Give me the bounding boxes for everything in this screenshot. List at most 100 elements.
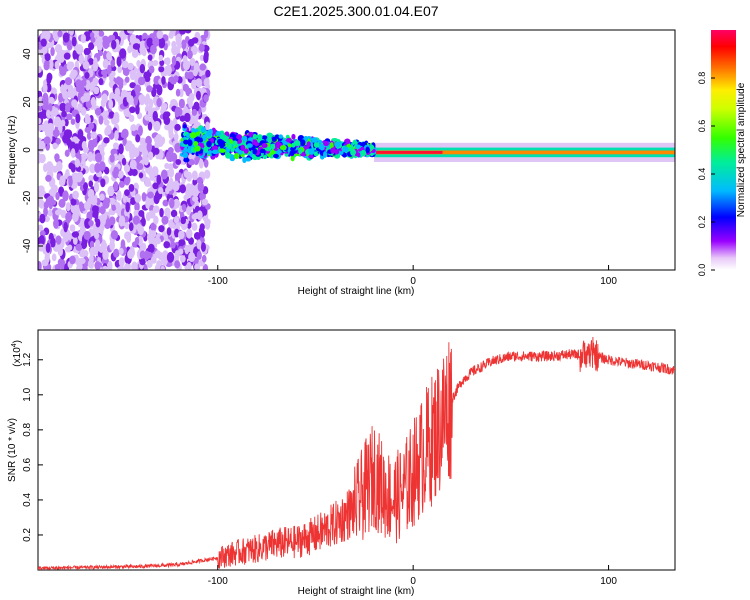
noise-dot (184, 244, 190, 255)
noise-dot (93, 181, 100, 193)
noise-dot (169, 120, 175, 130)
noise-dot (95, 239, 101, 249)
noise-dot (178, 230, 185, 240)
noise-dot (100, 98, 106, 108)
snr-y-tick-label: 0.6 (22, 458, 33, 472)
noise-dot (89, 246, 97, 257)
noise-dot (88, 57, 94, 66)
turbulence-dot (261, 135, 268, 140)
noise-dot (161, 215, 169, 225)
noise-dot (50, 87, 57, 95)
noise-dot (168, 131, 174, 140)
noise-dot (80, 107, 87, 116)
noise-dot (102, 50, 108, 61)
noise-dot (72, 236, 78, 245)
noise-dot (60, 209, 67, 219)
noise-dot (54, 263, 62, 270)
turbulence-dot (242, 135, 248, 142)
colorbar-tick-label: 0.6 (697, 120, 707, 133)
noise-dot (111, 39, 117, 50)
noise-dot (188, 92, 195, 102)
noise-dot (124, 189, 130, 197)
noise-dot (150, 44, 157, 55)
noise-dot (93, 231, 100, 240)
spectrogram-y-tick-label: -20 (22, 190, 33, 205)
noise-dot (64, 77, 73, 86)
turbulence-dot (218, 148, 226, 153)
noise-dot (174, 260, 181, 269)
noise-dot (90, 96, 97, 107)
noise-dot (48, 96, 55, 105)
noise-dot (116, 190, 122, 202)
noise-dot (110, 59, 116, 68)
noise-dot (135, 86, 140, 98)
noise-dot (82, 263, 88, 270)
noise-dot (119, 48, 127, 59)
noise-dot (150, 256, 157, 264)
noise-dot (160, 265, 165, 270)
noise-dot (175, 88, 181, 97)
noise-dot (154, 250, 162, 259)
turbulence-dot (313, 151, 318, 157)
noise-dot (159, 207, 164, 218)
noise-dot (92, 208, 99, 219)
noise-dot (186, 206, 192, 216)
noise-dot (170, 209, 178, 218)
noise-dot (137, 76, 146, 86)
noise-dot (77, 129, 84, 140)
noise-dot (131, 261, 138, 270)
noise-dot (72, 49, 77, 60)
noise-dot (194, 263, 201, 270)
noise-dot (173, 75, 179, 83)
noise-dot (99, 205, 106, 215)
noise-dot (88, 42, 95, 51)
turbulence-dot (334, 141, 341, 148)
turbulence-dot (245, 157, 251, 162)
turbulence-dot (194, 145, 201, 152)
turbulence-dot (323, 140, 329, 147)
turbulence-dot (329, 142, 334, 150)
noise-dot (70, 118, 76, 125)
turbulence-dot (270, 149, 276, 155)
noise-dot (106, 51, 112, 61)
noise-dot (67, 244, 73, 251)
noise-dot (113, 112, 120, 121)
noise-dot (54, 116, 62, 128)
noise-dot (174, 123, 181, 131)
noise-dot (124, 143, 131, 152)
turbulence-dot (291, 142, 296, 148)
turbulence-dot (305, 149, 310, 155)
noise-dot (164, 123, 171, 131)
noise-dot (50, 237, 56, 248)
noise-dot (168, 163, 174, 171)
noise-dot (114, 130, 119, 141)
noise-dot (137, 235, 143, 247)
noise-dot (46, 74, 52, 85)
noise-dot (121, 90, 129, 98)
noise-dot (95, 218, 101, 228)
snr-y-scale-exponent: 4 (11, 343, 18, 347)
turbulence-dot (306, 141, 311, 148)
noise-dot (132, 147, 140, 158)
noise-dot (45, 109, 51, 118)
spectrogram-x-ticks: -100 0 100 (208, 265, 617, 287)
noise-dot (88, 175, 94, 182)
turbulence-dot (311, 137, 318, 143)
noise-dot (44, 252, 50, 264)
noise-dot (199, 223, 205, 231)
turbulence-dot (211, 149, 219, 155)
turbulence-dot (230, 147, 235, 153)
turbulence-dot (267, 136, 272, 144)
noise-dot (152, 60, 159, 67)
noise-dot (126, 234, 132, 243)
snr-y-axis-label: SNR (10 * v/v) (7, 418, 18, 482)
noise-dot (98, 30, 105, 37)
noise-dot (75, 243, 82, 251)
noise-dot (94, 261, 101, 270)
spectrogram-y-tick-label: 0 (22, 147, 33, 153)
noise-dot (179, 30, 187, 35)
noise-dot (204, 169, 211, 179)
noise-dot (107, 64, 112, 76)
noise-dot (128, 114, 135, 123)
noise-dot (205, 121, 210, 131)
